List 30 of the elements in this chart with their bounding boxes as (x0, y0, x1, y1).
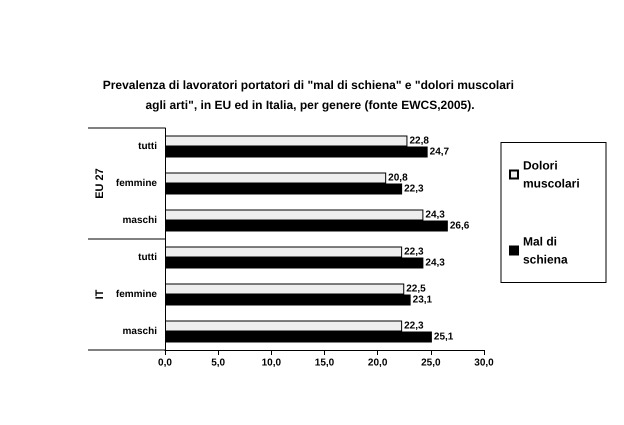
text: IT (94, 289, 106, 300)
data-label: 25,1 (434, 332, 454, 342)
legend-label: Mal di schiena (523, 234, 568, 266)
x-tick-label: 5,0 (211, 358, 226, 368)
y-tick-label: femmine (116, 289, 158, 300)
y-tick-label: tutti (138, 141, 158, 152)
y-tick-label: tutti (138, 252, 158, 263)
data-label: 22,8 (409, 136, 430, 146)
data-label: 22,3 (404, 246, 424, 258)
x-tick-label: 30,0 (474, 358, 494, 368)
data-label: 22,3 (404, 184, 424, 194)
data-label: 24,3 (425, 258, 446, 268)
x-tick-label: 20,0 (368, 358, 388, 368)
data-label: 22,3 (404, 320, 424, 332)
data-label: 23,1 (412, 294, 433, 306)
x-tick-label: 25,0 (421, 358, 441, 368)
data-label: 26,6 (450, 220, 470, 232)
x-tick-label: 0,0 (158, 358, 172, 368)
data-label: 24,3 (425, 210, 446, 220)
data-label: 20,8 (388, 172, 408, 184)
y-tick-label: femmine (116, 178, 158, 189)
y-tick-label: maschi (122, 215, 158, 226)
chart-title: Prevalenza di lavoratori portatori di "mal di schiena" e "dolori muscolari agli arti", in EU ed in Italia, per genere (fonte EWCS,2005). (102, 78, 518, 112)
data-label: 24,7 (430, 146, 450, 158)
x-tick-label: 10,0 (262, 358, 282, 368)
legend-label: Dolori muscolari (523, 158, 580, 190)
x-tick-label: 15,0 (314, 358, 335, 368)
text: EU 27 (94, 168, 106, 199)
data-label: 22,5 (406, 284, 426, 294)
y-tick-label: maschi (122, 326, 158, 337)
